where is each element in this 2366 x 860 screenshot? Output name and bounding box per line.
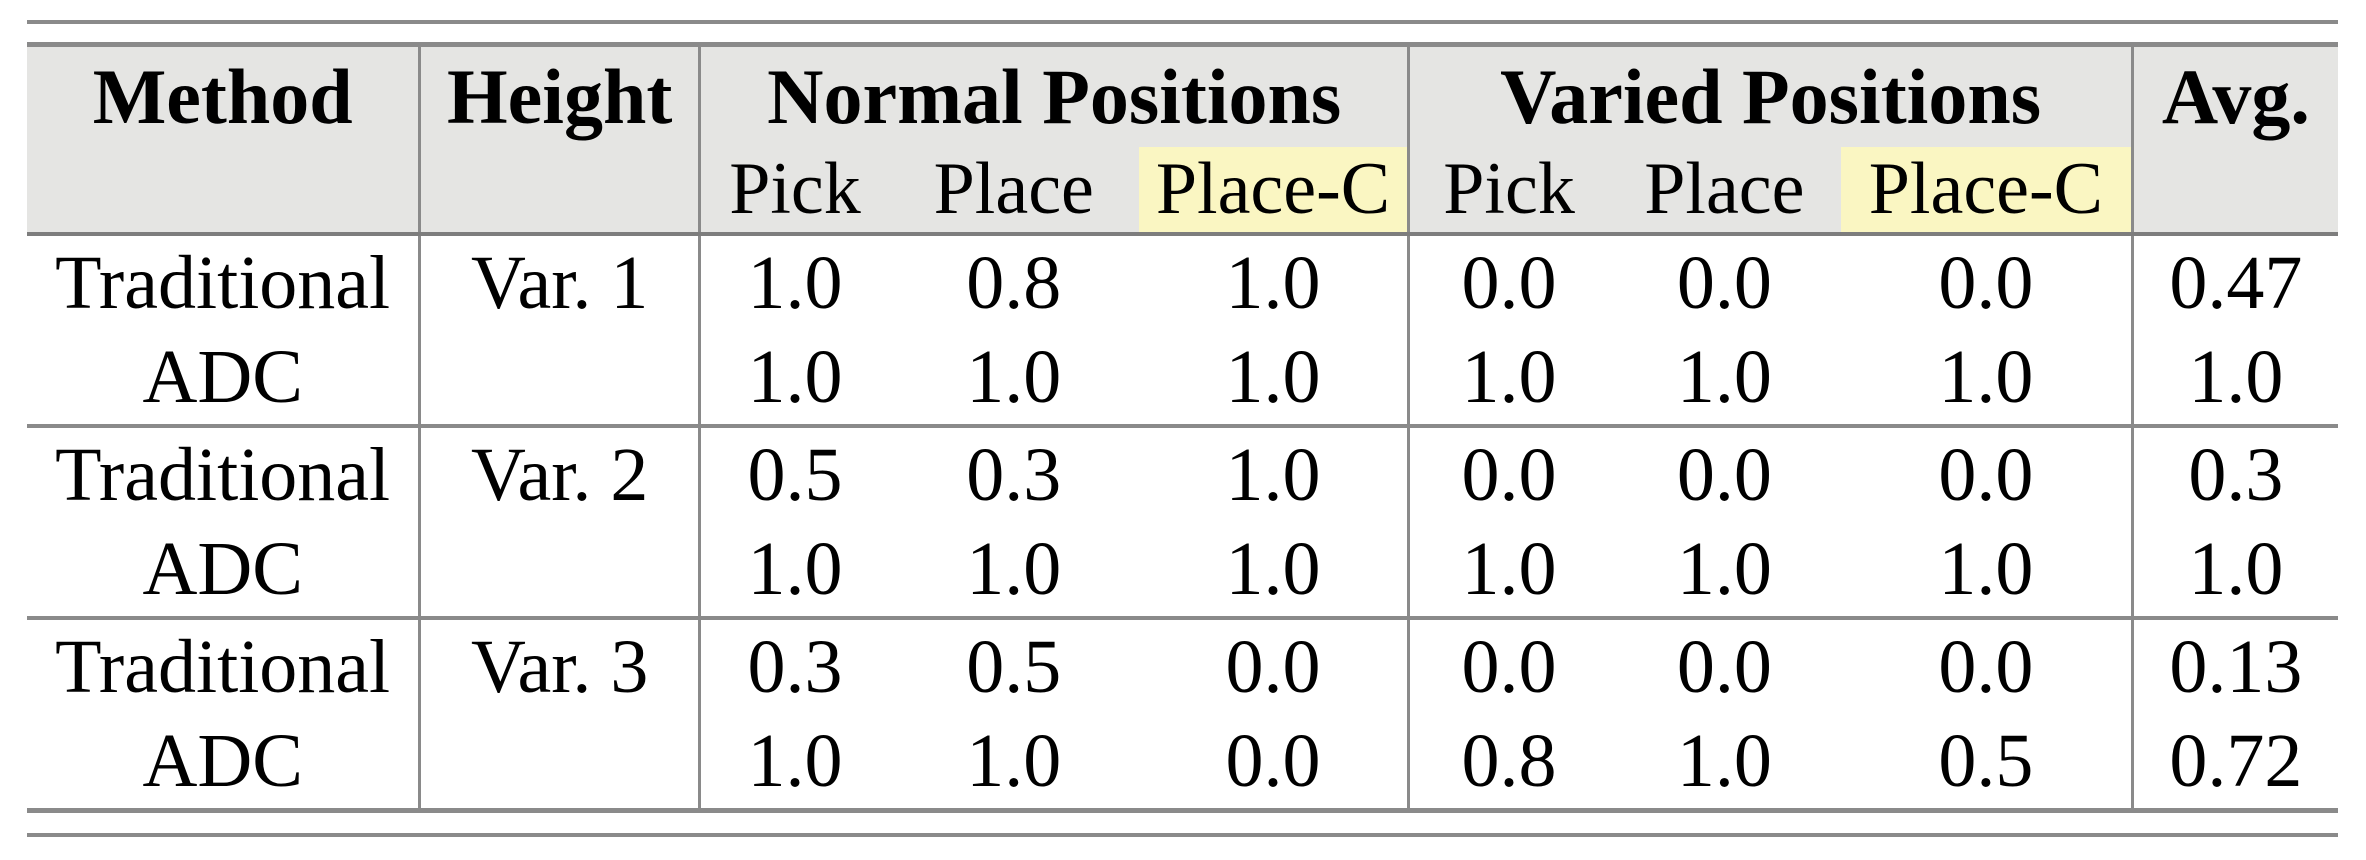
score-cell: 0.0 (1841, 426, 2134, 522)
group-header-varied-positions: Varied Positions (1408, 47, 2134, 147)
score-cell: 1.0 (1138, 522, 1411, 620)
score-cell: 1.0 (888, 522, 1139, 620)
subheader-varied-place-c: Place-C (1841, 147, 2134, 236)
table-row: Traditional Var. 3 0.3 0.5 0.0 0.0 0.0 0… (27, 618, 2338, 714)
score-cell: 1.0 (699, 714, 889, 813)
avg-cell: 0.13 (2132, 618, 2338, 714)
subheader-normal-place-c: Place-C (1138, 147, 1411, 236)
score-cell: 1.0 (1408, 330, 1608, 428)
height-cell (419, 330, 701, 428)
score-cell: 1.0 (1138, 234, 1411, 330)
avg-cell: 0.72 (2132, 714, 2338, 813)
height-cell: Var. 1 (419, 234, 701, 330)
subheader-varied-pick: Pick (1408, 147, 1608, 236)
method-cell: Traditional (27, 234, 422, 330)
top-rule-inner (27, 42, 2338, 47)
score-cell: 0.3 (888, 426, 1139, 522)
height-cell: Var. 2 (419, 426, 701, 522)
subheader-normal-pick: Pick (699, 147, 889, 236)
score-cell: 0.8 (1408, 714, 1608, 813)
score-cell: 1.0 (1841, 330, 2134, 428)
method-cell: Traditional (27, 426, 422, 522)
paper-table-figure: Method Height Normal Positions Varied Po… (27, 20, 2338, 837)
score-cell: 0.5 (1841, 714, 2134, 813)
score-cell: 1.0 (699, 330, 889, 428)
header-row-groups: Method Height Normal Positions Varied Po… (27, 47, 2338, 147)
group-header-normal-positions: Normal Positions (699, 47, 1411, 147)
score-cell: 0.0 (1841, 234, 2134, 330)
score-cell: 1.0 (1607, 714, 1842, 813)
score-cell: 1.0 (1138, 426, 1411, 522)
bottom-rule-outer (27, 832, 2338, 837)
height-cell: Var. 3 (419, 618, 701, 714)
header-row-subcolumns: Pick Place Place-C Pick Place Place-C (27, 147, 2338, 236)
score-cell: 0.0 (1408, 234, 1608, 330)
column-header-method: Method (27, 47, 422, 147)
subheader-spacer-avg (2132, 147, 2338, 236)
height-cell (419, 522, 701, 620)
score-cell: 0.0 (1408, 618, 1608, 714)
method-cell: Traditional (27, 618, 422, 714)
score-cell: 1.0 (1138, 330, 1411, 428)
subheader-varied-place: Place (1607, 147, 1842, 236)
table-row: Traditional Var. 2 0.5 0.3 1.0 0.0 0.0 0… (27, 426, 2338, 522)
score-cell: 0.0 (1408, 426, 1608, 522)
score-cell: 0.0 (1607, 618, 1842, 714)
subheader-spacer-method (27, 147, 422, 236)
top-rule-outer (27, 20, 2338, 24)
method-cell: ADC (27, 330, 422, 428)
table-row: Traditional Var. 1 1.0 0.8 1.0 0.0 0.0 0… (27, 234, 2338, 330)
score-cell: 1.0 (1408, 522, 1608, 620)
avg-cell: 0.47 (2132, 234, 2338, 330)
score-cell: 0.0 (1138, 618, 1411, 714)
score-cell: 0.0 (1607, 426, 1842, 522)
table-row: ADC 1.0 1.0 0.0 0.8 1.0 0.5 0.72 (27, 714, 2338, 813)
score-cell: 0.0 (1841, 618, 2134, 714)
score-cell: 0.0 (1138, 714, 1411, 813)
score-cell: 1.0 (1607, 522, 1842, 620)
score-cell: 1.0 (1607, 330, 1842, 428)
score-cell: 0.5 (888, 618, 1139, 714)
subheader-spacer-height (419, 147, 701, 236)
method-cell: ADC (27, 522, 422, 620)
avg-cell: 1.0 (2132, 330, 2338, 428)
height-cell (419, 714, 701, 813)
table-row: ADC 1.0 1.0 1.0 1.0 1.0 1.0 1.0 (27, 330, 2338, 428)
method-cell: ADC (27, 714, 422, 813)
column-header-avg: Avg. (2132, 47, 2338, 147)
subheader-normal-place: Place (888, 147, 1139, 236)
table-row: ADC 1.0 1.0 1.0 1.0 1.0 1.0 1.0 (27, 522, 2338, 620)
results-table: Method Height Normal Positions Varied Po… (27, 47, 2338, 813)
score-cell: 0.5 (699, 426, 889, 522)
avg-cell: 1.0 (2132, 522, 2338, 620)
score-cell: 0.0 (1607, 234, 1842, 330)
score-cell: 0.8 (888, 234, 1139, 330)
score-cell: 1.0 (699, 234, 889, 330)
column-header-height: Height (419, 47, 701, 147)
score-cell: 1.0 (888, 330, 1139, 428)
score-cell: 1.0 (699, 522, 889, 620)
avg-cell: 0.3 (2132, 426, 2338, 522)
score-cell: 0.3 (699, 618, 889, 714)
score-cell: 1.0 (888, 714, 1139, 813)
score-cell: 1.0 (1841, 522, 2134, 620)
